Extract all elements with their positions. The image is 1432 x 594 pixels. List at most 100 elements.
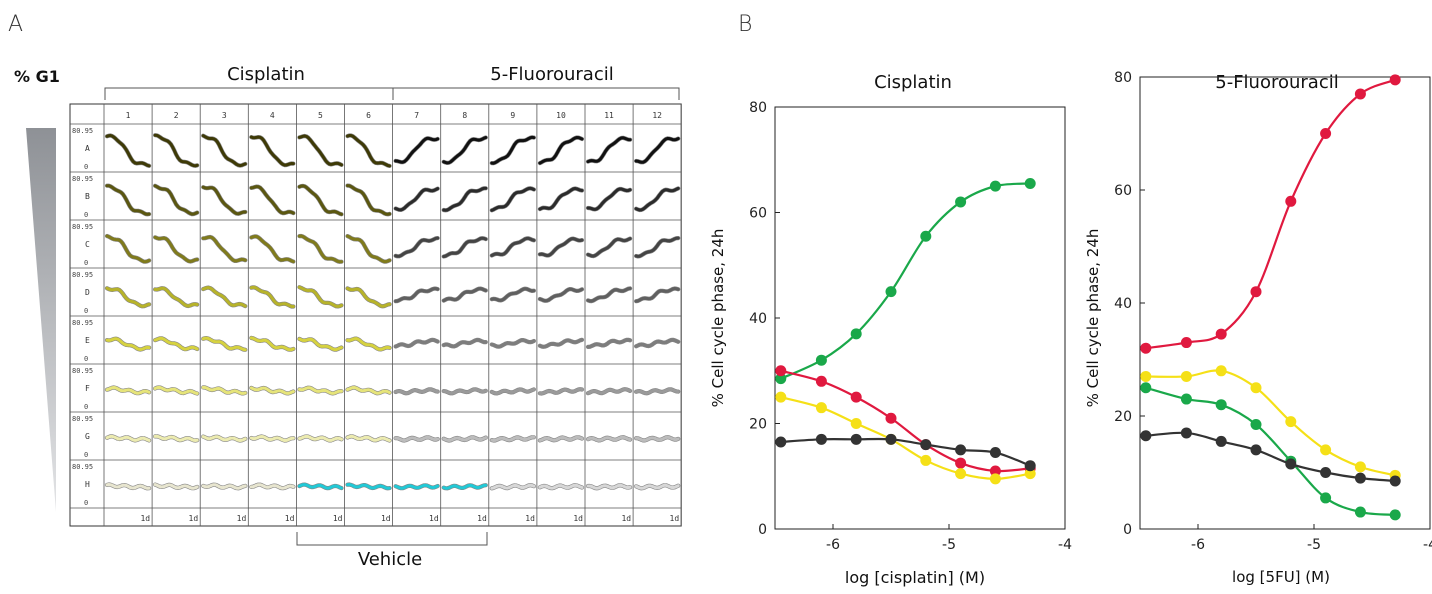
series-2-point xyxy=(920,454,932,466)
cisplatin-bracket xyxy=(104,87,394,100)
well-trace xyxy=(249,483,295,490)
row-max-label: 80.95 xyxy=(72,367,93,375)
x-tick-label: -6 xyxy=(826,537,840,553)
series-0-point xyxy=(1180,337,1192,349)
y-tick-label: 40 xyxy=(1114,296,1132,312)
time-label: 1d xyxy=(333,514,343,523)
time-label: 1d xyxy=(429,514,439,523)
well-trace xyxy=(105,434,151,442)
series-3-point xyxy=(1024,460,1036,472)
well-trace xyxy=(634,136,680,164)
row-max-label: 80.95 xyxy=(72,415,93,423)
series-3-point xyxy=(1180,427,1192,439)
well-trace xyxy=(297,434,343,442)
chart-1-ylabel: % Cell cycle phase, 24h xyxy=(709,228,727,408)
row-max-label: 80.95 xyxy=(72,319,93,327)
row-max-label: 80.95 xyxy=(72,463,93,471)
series-2-point xyxy=(1389,509,1401,521)
well-trace xyxy=(442,338,488,348)
time-label: 1d xyxy=(140,514,150,523)
x-tick-label: -4 xyxy=(1423,537,1432,553)
series-1-point xyxy=(885,412,897,424)
time-label: 1d xyxy=(189,514,199,523)
vehicle-label: Vehicle xyxy=(357,549,423,570)
time-label: 1d xyxy=(381,514,391,523)
well-trace xyxy=(201,385,247,395)
row-max-label: 80.95 xyxy=(72,175,93,183)
well-trace xyxy=(297,184,343,216)
y-tick-label: 20 xyxy=(1114,409,1132,425)
plate-col-header: 4 xyxy=(270,111,275,120)
well-trace xyxy=(586,483,632,490)
well-trace xyxy=(586,237,632,258)
well-trace xyxy=(490,338,536,349)
well-trace xyxy=(297,285,343,308)
y-tick-label: 40 xyxy=(749,311,767,327)
series-2-point xyxy=(1024,468,1036,480)
series-1-point xyxy=(815,375,827,387)
series-3-point xyxy=(1320,467,1332,478)
well-trace xyxy=(201,235,247,263)
chart-cisplatin: 0 20 40 60 80 -6 -5 -4 xyxy=(749,100,1072,553)
well-trace xyxy=(490,435,536,442)
series-3-point xyxy=(1354,472,1366,484)
y-tick-label: 80 xyxy=(749,100,767,116)
well-trace xyxy=(394,236,440,258)
plate-col-header: 1 xyxy=(126,111,131,120)
x-tick-label: -4 xyxy=(1058,537,1072,553)
plate-col-header: 8 xyxy=(462,111,467,120)
well-trace xyxy=(105,483,151,490)
well-trace xyxy=(490,483,536,490)
series-3-point xyxy=(850,433,862,445)
well-trace xyxy=(442,136,488,165)
well-trace xyxy=(538,287,584,303)
row-min-label: 0 xyxy=(84,307,88,315)
series-1-point xyxy=(1354,461,1366,473)
row-min-label: 0 xyxy=(84,499,88,507)
well-trace xyxy=(297,483,343,490)
series-0-point xyxy=(1215,328,1227,340)
series-2-point xyxy=(1180,393,1192,405)
well-trace xyxy=(634,387,680,395)
well-trace xyxy=(249,285,295,308)
plate-col-header: 12 xyxy=(652,111,662,120)
well-trace xyxy=(394,387,440,395)
well-trace xyxy=(538,136,584,165)
y-tick-label: 20 xyxy=(749,417,767,433)
time-label: 1d xyxy=(237,514,247,523)
well-trace xyxy=(346,434,392,442)
well-trace xyxy=(201,336,247,352)
well-trace xyxy=(153,336,199,351)
well-trace xyxy=(634,287,680,303)
series-1-point xyxy=(1215,365,1227,377)
well-trace xyxy=(153,133,199,168)
well-trace xyxy=(538,338,584,349)
well-trace xyxy=(153,235,199,263)
well-trace xyxy=(346,134,392,168)
well-trace xyxy=(394,287,440,303)
series-0-point xyxy=(1285,195,1297,207)
series-3-point xyxy=(1215,435,1227,447)
series-1-point xyxy=(1320,444,1332,456)
well-trace xyxy=(201,134,247,168)
well-trace xyxy=(153,184,199,216)
x-tick-label: -5 xyxy=(1307,537,1321,553)
series-2-point xyxy=(1320,492,1332,504)
chart-fluorouracil: 0 20 40 60 80 -6 -5 -4 xyxy=(1114,70,1432,553)
plate-row-label: E xyxy=(85,336,90,345)
series-0-point xyxy=(920,230,932,242)
well-trace xyxy=(153,434,199,442)
series-0-point xyxy=(1320,128,1332,139)
chart-1-title: Cisplatin xyxy=(874,72,952,93)
series-0-point xyxy=(1389,74,1401,86)
plate-col-header: 2 xyxy=(174,111,179,120)
series-3-point xyxy=(1285,458,1297,470)
plate-row-label: B xyxy=(85,192,90,201)
well-trace xyxy=(297,386,343,395)
well-trace xyxy=(394,435,440,442)
time-label: 1d xyxy=(670,514,680,523)
series-3-point xyxy=(989,447,1001,459)
well-trace xyxy=(442,186,488,212)
well-trace xyxy=(153,483,199,490)
well-trace xyxy=(153,385,199,395)
